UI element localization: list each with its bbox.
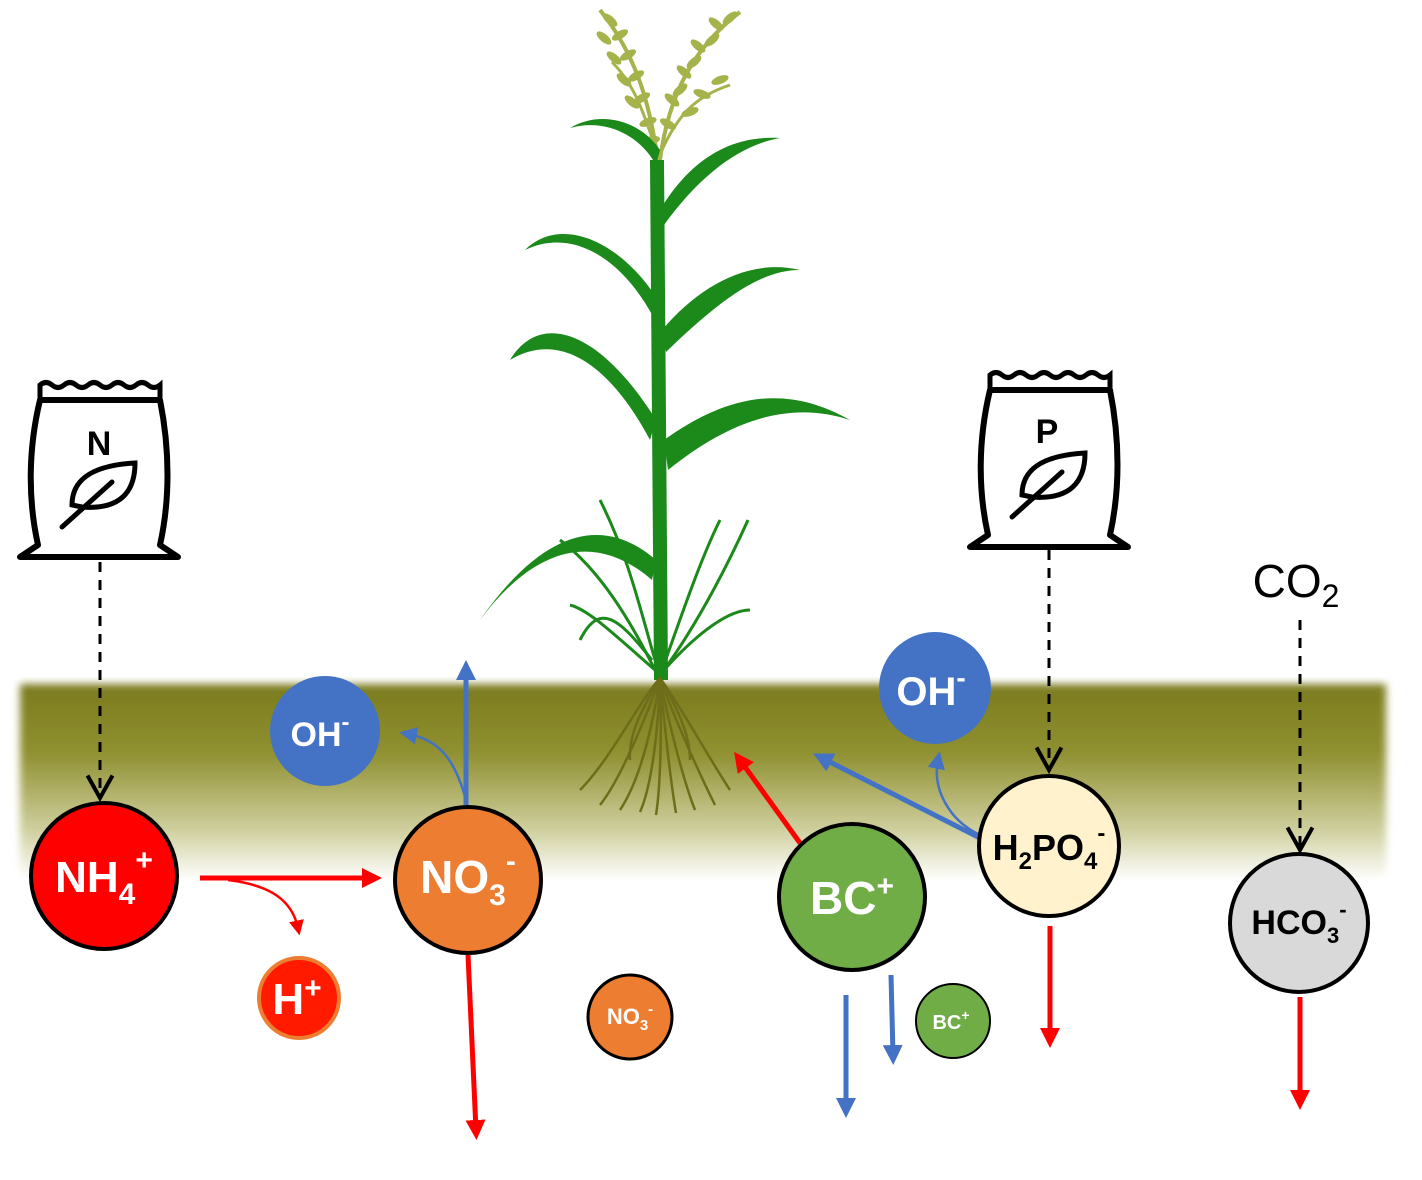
svg-text:NO3-: NO3-: [607, 1001, 653, 1034]
ion-oh-left: OH-: [270, 676, 380, 786]
ion-no3-small: NO3-: [586, 973, 674, 1061]
svg-text:NH4+: NH4+: [55, 844, 153, 911]
arrow-oh-release-left: [399, 727, 468, 801]
arrow-bc-leach-2: [882, 974, 903, 1065]
ion-h-plus: H+: [257, 956, 341, 1040]
roots-icon: [579, 677, 732, 816]
arrow-no3-leach: [465, 954, 486, 1140]
ion-h2po4: H2PO4-: [977, 774, 1121, 918]
co2-label: CO2: [1253, 555, 1340, 614]
svg-text:BC+: BC+: [810, 870, 894, 924]
svg-text:OH-: OH-: [896, 662, 965, 714]
red-arrows: [200, 751, 1310, 1140]
svg-text:NO3-: NO3-: [420, 845, 516, 912]
ion-no3-main: NO3-: [393, 805, 543, 955]
ion-nh4: NH4+: [29, 801, 179, 951]
svg-text:OH-: OH-: [291, 709, 350, 754]
arrow-h2po4-uptake: [813, 753, 982, 841]
ion-hco3: HCO3-: [1228, 852, 1370, 994]
blue-arrows: [399, 660, 982, 1118]
svg-text:H+: H+: [272, 972, 321, 1024]
svg-text:H2PO4-: H2PO4-: [993, 820, 1106, 875]
phosphorus-label: P: [1036, 413, 1059, 451]
arrow-to-h-plus: [227, 878, 304, 936]
leaf-icon: [59, 460, 138, 530]
svg-text:HCO3-: HCO3-: [1251, 897, 1346, 948]
arrow-bc-uptake: [734, 751, 803, 845]
ion-bc-main: BC+: [777, 822, 927, 972]
leaf-icon: [1009, 450, 1088, 520]
ion-oh-right: OH-: [879, 632, 991, 744]
svg-text:BC+: BC+: [932, 1007, 969, 1034]
arrow-oh-release-right: [927, 751, 979, 836]
tassel-icon: [596, 8, 742, 161]
phosphorus-fertilizer-bag: P: [967, 369, 1131, 550]
nitrogen-label: N: [87, 425, 112, 463]
ion-bc-small: BC+: [915, 983, 991, 1059]
nitrogen-fertilizer-bag: N: [17, 379, 181, 560]
dashed-arrows: [85, 550, 1315, 855]
plant-icon: [480, 8, 850, 816]
